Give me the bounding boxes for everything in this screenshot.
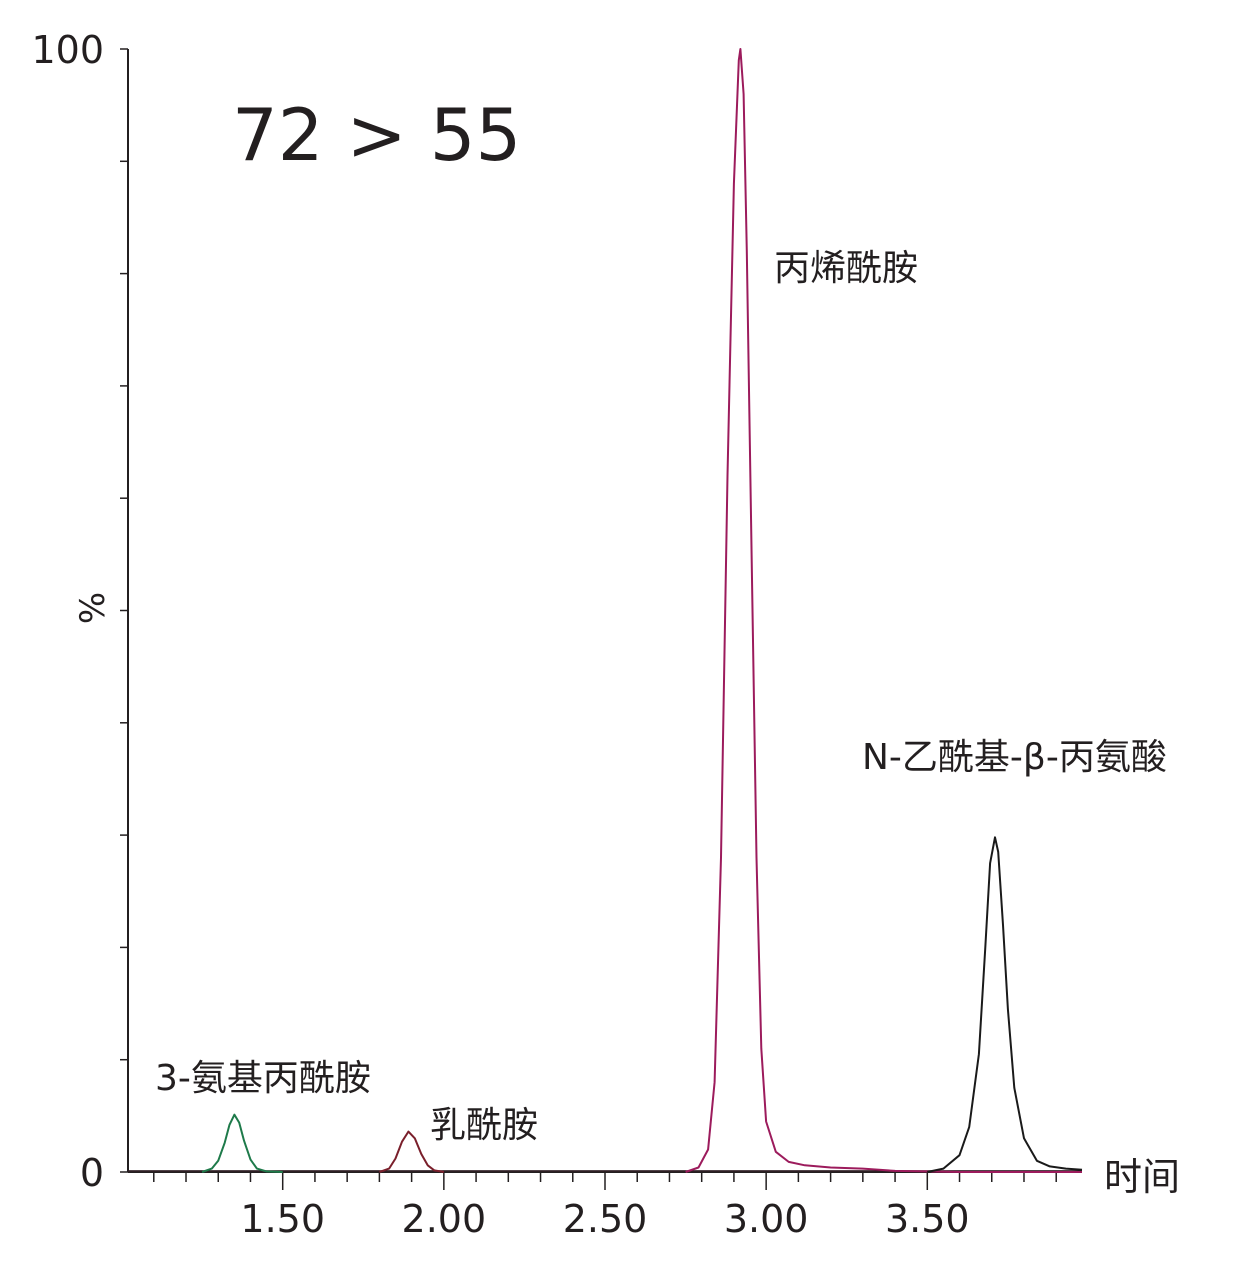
peak-label: N-乙酰基-β-丙氨酸 xyxy=(862,737,1167,778)
peak-label: 乳酰胺 xyxy=(430,1105,538,1146)
peak-label: 3-氨基丙酰胺 xyxy=(155,1058,371,1099)
x-tick-label: 2.00 xyxy=(402,1197,487,1241)
x-tick-label: 2.50 xyxy=(563,1197,648,1241)
y-axis-label: % xyxy=(73,592,113,624)
ticks: 0 100 1.50 2.00 2.50 3.00 3.50 xyxy=(31,28,1057,1241)
axes xyxy=(127,49,1082,1173)
series-line xyxy=(685,48,1082,1173)
y-tick-label: 100 xyxy=(31,28,104,72)
series-line xyxy=(201,1113,283,1173)
series-line xyxy=(379,1130,445,1173)
x-tick-label: 3.00 xyxy=(724,1197,809,1241)
x-tick-label: 1.50 xyxy=(240,1197,325,1241)
peak-label: 丙烯酰胺 xyxy=(774,248,918,289)
x-tick-label: 3.50 xyxy=(885,1197,970,1241)
series-lines xyxy=(128,48,1083,1173)
series-line xyxy=(927,836,1083,1173)
chart-title: 72 > 55 xyxy=(232,93,521,177)
y-tick-label: 0 xyxy=(80,1151,104,1195)
x-axis-label: 时间 xyxy=(1104,1155,1180,1199)
